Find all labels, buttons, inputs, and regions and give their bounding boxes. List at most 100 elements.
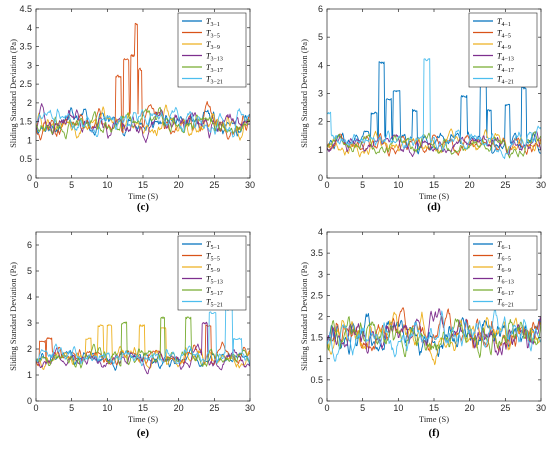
x-tick-label: 30 [245,403,255,413]
x-tick-label: 15 [138,403,148,413]
chart-panel-3: 0 5 10 15 20 25 30 0 0.5 1 1.5 2 2.5 3 3.5 4 Time (S) Sli… [299,227,546,439]
y-axis-label: Sliding Standard Deviation (Pa) [299,262,309,371]
legend-label-T3−5: T3−5 [206,29,220,40]
x-tick-label: 5 [69,403,74,413]
y-tick-label: 3.5 [310,248,323,258]
series-line-T6−9 [327,311,541,366]
series-lines [36,22,250,144]
legend-label-T5−9: T5−9 [206,263,220,274]
legend-label-T4−13: T4−13 [497,52,514,63]
x-tick-label: 20 [465,180,475,190]
panel-caption: (c) [137,201,150,213]
legend-label-T4−9: T4−9 [497,40,511,51]
legend-label-T6−21: T6−21 [497,298,514,309]
x-tick-label: 5 [69,180,74,190]
legend-label-T3−17: T3−17 [206,63,223,74]
series-line-T4−17 [327,131,541,159]
y-tick-label: 6 [318,4,323,14]
x-tick-label: 15 [429,180,439,190]
y-tick-label: 1 [318,354,323,364]
y-tick-label: 1 [27,135,32,145]
y-tick-label: 2 [318,117,323,127]
y-tick-label: 2.5 [19,79,32,89]
legend-label-T3−1: T3−1 [206,17,220,28]
x-tick-label: 5 [360,180,365,190]
y-tick-label: 0 [318,396,323,406]
legend-label-T3−21: T3−21 [206,75,223,86]
series-lines [327,307,541,366]
y-tick-label: 1 [27,370,32,380]
legend-box [177,12,247,88]
legend-label-T6−5: T6−5 [497,252,511,263]
y-axis-label: Sliding Standard Deviation (Pa) [8,262,18,371]
y-tick-label: 3 [318,89,323,99]
panel-caption: (d) [427,201,441,213]
y-tick-label: 0 [27,396,32,406]
series-line-T3−17 [36,106,250,140]
x-tick-label: 10 [393,180,403,190]
y-tick-label: 2.5 [310,290,323,300]
y-tick-label: 2 [27,98,32,108]
series-line-T3−21 [36,106,250,138]
panel-caption: (e) [137,427,150,439]
series-lines [36,308,250,375]
series-line-T4−21 [327,58,541,160]
legend-label-T3−9: T3−9 [206,40,220,51]
y-tick-label: 3 [27,318,32,328]
legend-label-T5−21: T5−21 [206,298,223,309]
legend-label-T5−1: T5−1 [206,240,220,251]
series-line-T5−17 [36,316,250,369]
x-tick-label: 10 [102,180,112,190]
y-tick-label: 6 [27,240,32,250]
y-tick-label: 1.5 [310,333,323,343]
y-tick-label: 4 [318,60,323,70]
x-axis-label: Time (S) [128,414,158,424]
x-axis-label: Time (S) [128,191,158,201]
legend-label-T6−17: T6−17 [497,286,514,297]
x-axis-label: Time (S) [419,191,449,201]
x-tick-label: 20 [174,403,184,413]
y-tick-label: 4 [318,227,323,237]
x-tick-label: 20 [174,180,184,190]
legend-box [177,235,247,311]
x-tick-label: 30 [245,180,255,190]
series-line-T5−21 [36,308,250,367]
y-tick-label: 3 [27,60,32,70]
series-lines [327,58,541,160]
x-axis-label: Time (S) [419,414,449,424]
series-line-T4−9 [327,128,541,158]
legend-label-T5−13: T5−13 [206,275,223,286]
x-tick-label: 30 [536,403,546,413]
panel-caption: (f) [429,427,440,439]
legend-label-T4−5: T4−5 [497,29,511,40]
y-tick-label: 4 [27,23,32,33]
x-tick-label: 25 [209,180,219,190]
legend-box [468,235,538,311]
chart-panel-0: 0 5 10 15 20 25 30 0 0.5 1 1.5 2 2.5 3 3.5 4 4.5 Time (S)… [8,4,255,213]
y-tick-label: 1 [318,145,323,155]
y-tick-label: 0 [318,173,323,183]
series-line-T6−17 [327,316,541,358]
y-axis-label: Sliding Standard Deviation (Pa) [299,39,309,148]
x-tick-label: 0 [33,180,38,190]
series-line-T6−21 [327,307,541,362]
legend-label-T6−13: T6−13 [497,275,514,286]
legend-label-T3−13: T3−13 [206,52,223,63]
x-tick-label: 5 [360,403,365,413]
x-tick-label: 25 [500,403,510,413]
x-tick-label: 30 [536,180,546,190]
chart-panel-2: 0 5 10 15 20 25 30 0 1 2 3 4 5 6 Time (S) Sliding Stand… [8,231,255,439]
legend-label-T4−17: T4−17 [497,63,514,74]
y-axis-label: Sliding Standard Deviation (Pa) [8,39,18,148]
legend-box [468,12,538,88]
x-tick-label: 25 [209,403,219,413]
x-tick-label: 10 [102,403,112,413]
y-tick-label: 0.5 [310,375,323,385]
chart-panel-1: 0 5 10 15 20 25 30 0 1 2 3 4 5 6 Time (S) Sliding Stand… [299,4,546,213]
x-tick-label: 20 [465,403,475,413]
